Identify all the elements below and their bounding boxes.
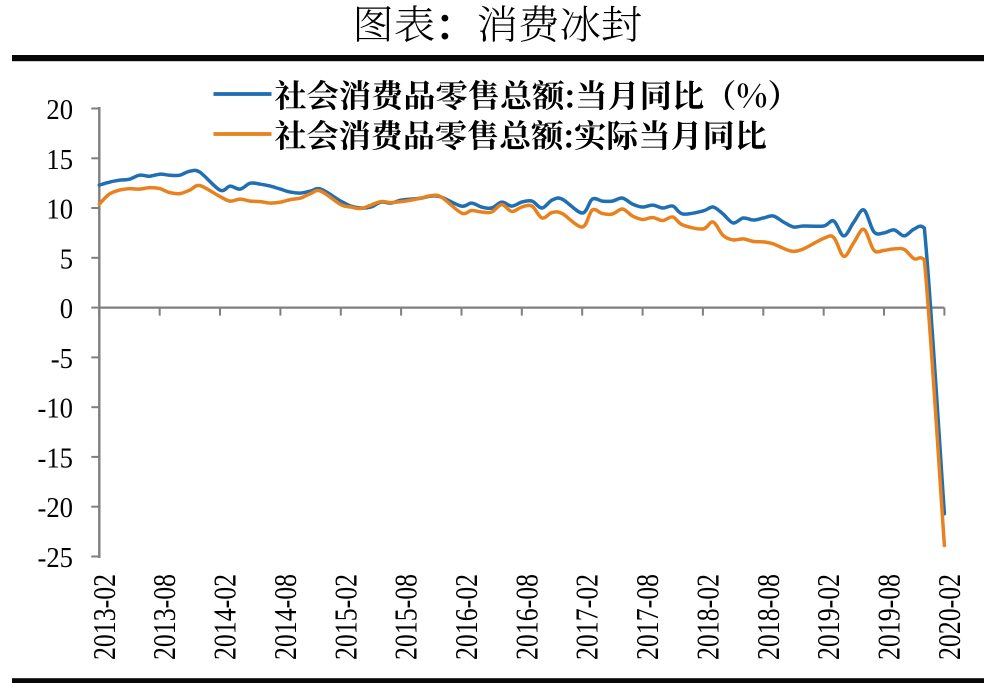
svg-text:2015-08: 2015-08: [389, 574, 424, 660]
svg-text:-25: -25: [38, 543, 74, 574]
svg-text:2014-02: 2014-02: [208, 574, 243, 660]
svg-text:5: 5: [60, 244, 73, 275]
svg-text:2020-02: 2020-02: [932, 574, 967, 660]
svg-text:2013-02: 2013-02: [87, 574, 122, 660]
svg-text:15: 15: [46, 145, 73, 176]
svg-text:2019-08: 2019-08: [872, 574, 907, 660]
svg-text:2016-08: 2016-08: [510, 574, 545, 660]
svg-text:2019-02: 2019-02: [812, 574, 847, 660]
svg-text:2016-02: 2016-02: [449, 574, 484, 660]
svg-text:20: 20: [46, 95, 73, 126]
svg-text:-15: -15: [38, 443, 74, 474]
svg-text:-10: -10: [38, 394, 74, 425]
svg-text:2017-08: 2017-08: [631, 574, 666, 660]
svg-text:-20: -20: [38, 493, 74, 524]
svg-text:0: 0: [60, 294, 73, 325]
svg-text:2018-02: 2018-02: [691, 574, 726, 660]
svg-text:2018-08: 2018-08: [751, 574, 786, 660]
svg-text:-5: -5: [51, 344, 73, 375]
svg-text:2015-02: 2015-02: [329, 574, 364, 660]
svg-text:2014-08: 2014-08: [268, 574, 303, 660]
svg-text:2017-02: 2017-02: [570, 574, 605, 660]
svg-text:2013-08: 2013-08: [148, 574, 183, 660]
svg-text:10: 10: [46, 195, 73, 226]
